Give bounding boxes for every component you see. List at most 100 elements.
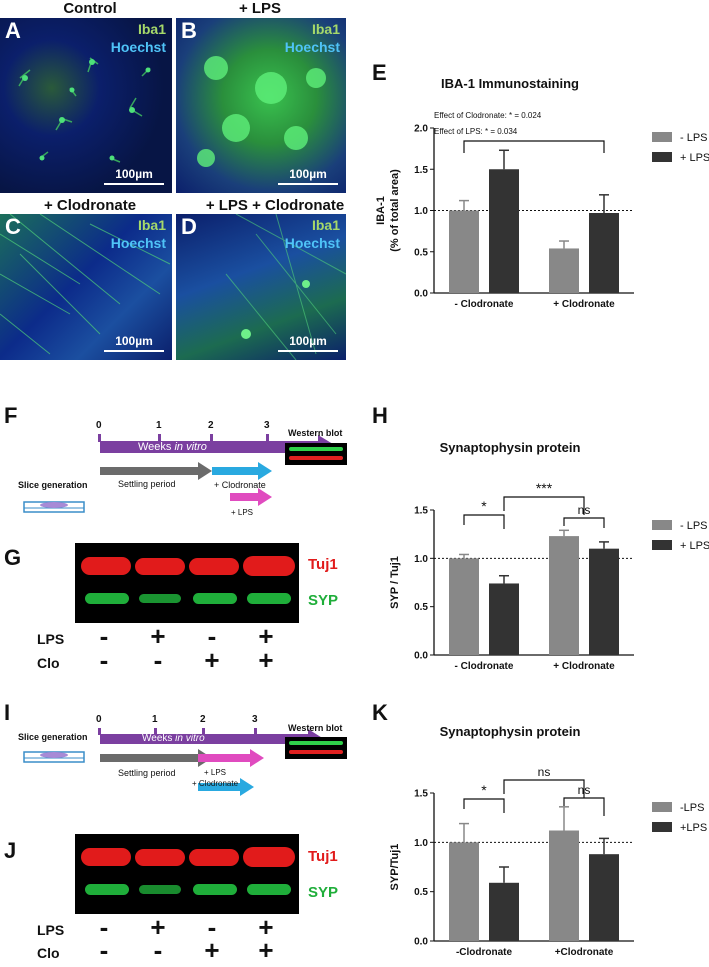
- lps-label: + LPS: [231, 508, 254, 517]
- week-tick: [254, 728, 257, 735]
- syp-band: [139, 594, 181, 603]
- clo-sign: -: [99, 645, 109, 675]
- stain-label-hoechst: Hoechst: [284, 39, 340, 55]
- scale-bar-label: 100µm: [115, 167, 153, 181]
- panel-d-title: + LPS + Clodronate: [205, 197, 345, 214]
- panel-letter-f: F: [4, 403, 18, 428]
- y-tick-label: 1.5: [414, 789, 428, 800]
- chart-title: Synaptophysin protein: [440, 440, 581, 455]
- scale-bar: [278, 183, 338, 185]
- y-tick-label: 0.5: [414, 602, 428, 613]
- lps-sign: -: [207, 912, 217, 942]
- significance-bracket: [503, 496, 585, 515]
- chart-h: Synaptophysin protein 0.0 0.5 1.0 1.5 SYP / T…: [389, 440, 709, 672]
- panel-b-title: + LPS: [238, 0, 282, 17]
- scale-bar-label: 100µm: [115, 334, 153, 348]
- y-tick-label: 0.5: [414, 887, 428, 898]
- scale-bar: [278, 350, 338, 352]
- clo-sign: +: [204, 935, 220, 965]
- x-category-label: -Clodronate: [456, 947, 513, 958]
- week-tick: [98, 434, 101, 442]
- y-tick-label: 1.5: [414, 165, 428, 176]
- legend-swatch: [652, 540, 672, 550]
- tuj1-band: [81, 848, 131, 866]
- clo-sign: -: [153, 645, 163, 675]
- scale-bar-label: 100µm: [289, 334, 327, 348]
- microscopy-image-d: D Iba1 Hoechst 100µm: [176, 214, 346, 360]
- panel-letter-a: A: [5, 18, 21, 43]
- week-tick: [98, 728, 101, 735]
- microglia-pattern: [18, 57, 151, 163]
- legend-label: -LPS: [680, 802, 704, 814]
- tuj1-band: [81, 557, 131, 575]
- bar: [549, 248, 579, 293]
- y-tick-label: 0.5: [414, 247, 428, 258]
- bar: [589, 854, 619, 941]
- settling-arrow: [100, 749, 212, 767]
- significance-label: *: [481, 498, 487, 514]
- syp-band: [193, 593, 237, 604]
- clo-sign: -: [99, 935, 109, 965]
- slice-generation-label: Slice generation: [18, 732, 88, 742]
- legend-label: - LPS: [680, 520, 708, 532]
- fiber-pattern: [225, 214, 346, 360]
- tuj1-band: [243, 847, 295, 867]
- legend-label: + LPS: [680, 540, 709, 552]
- clo-row-label: Clo: [37, 655, 60, 671]
- clodronate-arrow: [212, 462, 272, 480]
- panel-a-title: Control: [63, 0, 117, 17]
- weeks-in-vitro-label: Weeks in vitro: [142, 733, 205, 744]
- lps-row-label: LPS: [37, 922, 65, 938]
- x-category-label: - Clodronate: [455, 661, 514, 672]
- tick-label-1: 1: [156, 420, 162, 431]
- chart-title: Synaptophysin protein: [440, 724, 581, 739]
- scale-bar-label: 100µm: [289, 167, 327, 181]
- y-tick-label: 0.0: [414, 937, 428, 948]
- y-axis-label: SYP / Tuj1: [389, 556, 401, 609]
- significance-bracket: [503, 779, 585, 798]
- slice-dish-icon: [23, 501, 85, 513]
- significance-bracket: [463, 140, 605, 153]
- x-category-label: +Clodronate: [555, 947, 614, 958]
- legend-swatch: [652, 802, 672, 812]
- x-category-label: - Clodronate: [455, 299, 514, 310]
- bar: [549, 830, 579, 941]
- panel-letter-j: J: [4, 838, 17, 863]
- clo-sign: -: [153, 935, 163, 965]
- y-axis-label: SYP/Tuj1: [389, 844, 401, 891]
- bar: [449, 210, 479, 293]
- bar: [449, 558, 479, 655]
- chart-k: Synaptophysin protein 0.0 0.5 1.0 1.5 SYP/Tuj…: [389, 724, 707, 958]
- bar: [449, 842, 479, 941]
- lps-label: + LPS: [204, 768, 227, 777]
- timeline-i: Slice generation 0 1 2 3 Weeks in vitro …: [18, 714, 368, 823]
- microscopy-image-a: A Iba1 Hoechst 100µm: [0, 18, 172, 193]
- tick-label-1: 1: [152, 714, 158, 725]
- slice-dish-icon: [23, 751, 85, 763]
- weeks-in-vitro-label: Weeks in vitro: [138, 441, 207, 453]
- tuj1-label: Tuj1: [308, 848, 338, 865]
- y-tick-label: 1.5: [414, 506, 428, 517]
- clodronate-arrow: [198, 778, 254, 796]
- stain-label-hoechst: Hoechst: [284, 235, 340, 251]
- tick-label-0: 0: [96, 420, 102, 431]
- lps-sign: -: [99, 621, 109, 651]
- clodronate-label: + Clodronate: [214, 480, 266, 490]
- lps-sign: +: [258, 912, 274, 942]
- western-blot-label-f: Western blot: [288, 428, 343, 438]
- syp-band: [247, 884, 291, 895]
- tick-label-2: 2: [200, 714, 206, 725]
- panel-letter-e: E: [372, 60, 387, 85]
- mini-band-green: [289, 741, 343, 745]
- scale-bar: [104, 350, 164, 352]
- y-tick-label: 1.0: [414, 554, 428, 565]
- chart-e: IBA-1 Immunostaining 0.0 0.5 1.0 1.5 2.0 IBA-1…: [375, 76, 709, 310]
- clo-sign: +: [258, 935, 274, 965]
- bar: [489, 169, 519, 293]
- clo-sign: +: [258, 645, 274, 675]
- x-category-label: + Clodronate: [553, 299, 615, 310]
- syp-band: [193, 884, 237, 895]
- mini-band-green: [289, 447, 343, 451]
- mini-band-red: [289, 750, 343, 754]
- tick-label-3: 3: [252, 714, 258, 725]
